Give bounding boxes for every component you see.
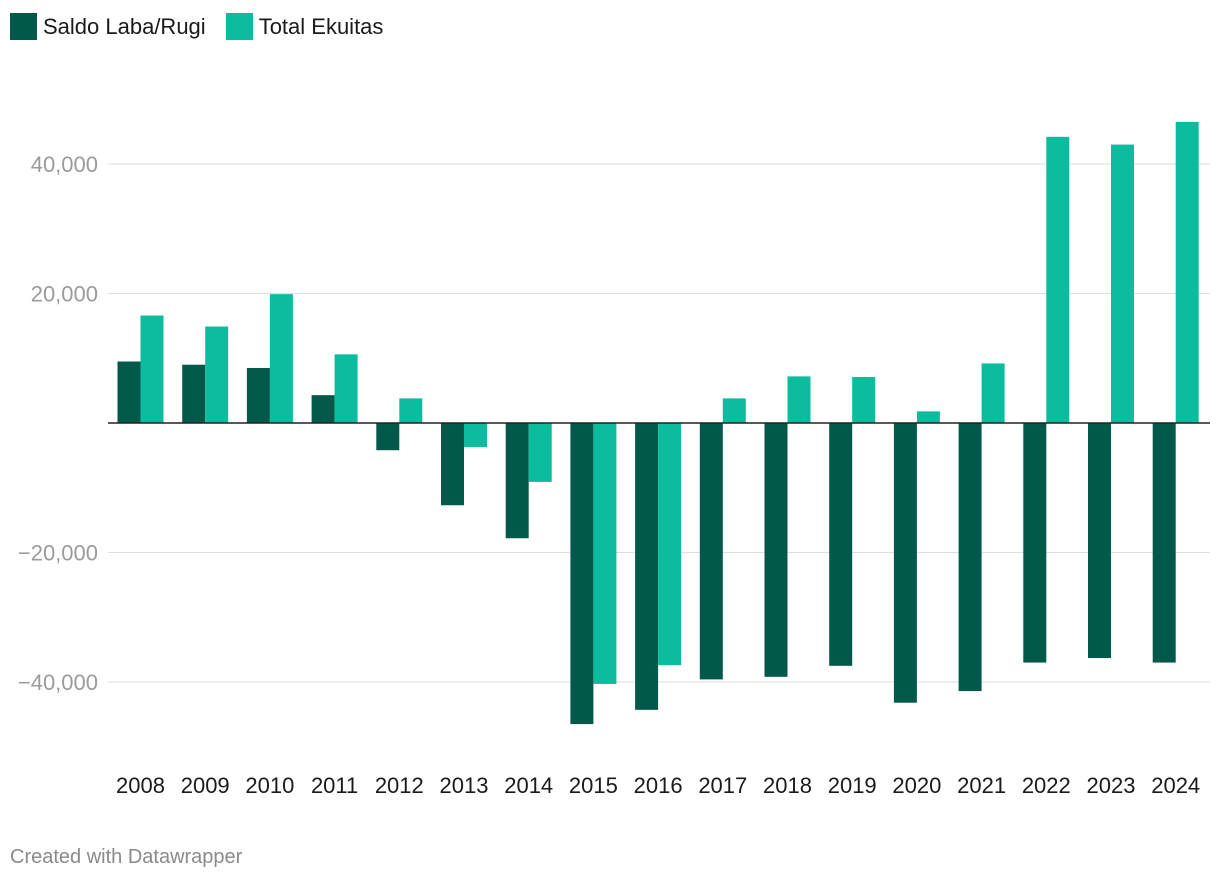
legend-item-saldo: Saldo Laba/Rugi [10, 13, 206, 40]
bar-ekuitas-2009 [205, 326, 229, 423]
bar-saldo-2010 [246, 367, 270, 423]
bar-ekuitas-2018 [787, 376, 811, 423]
x-tick-label: 2016 [634, 773, 683, 798]
legend-label-saldo: Saldo Laba/Rugi [43, 13, 206, 39]
bar-saldo-2014 [505, 423, 529, 539]
bar-saldo-2022 [1023, 423, 1047, 663]
bar-ekuitas-2015 [593, 423, 617, 684]
bar-ekuitas-2010 [269, 294, 293, 423]
legend-swatch-saldo [10, 13, 37, 40]
chart-legend: Saldo Laba/Rugi Total Ekuitas [10, 13, 383, 40]
bar-ekuitas-2014 [528, 423, 552, 482]
bar-saldo-2009 [182, 364, 206, 423]
y-tick-label: 20,000 [31, 282, 98, 307]
bar-ekuitas-2024 [1175, 121, 1199, 423]
bar-saldo-2015 [570, 423, 594, 725]
axes: 40,000 20,000 −20,000 −40,000 2008 2009 2010 20… [18, 152, 1210, 798]
bar-ekuitas-2021 [981, 363, 1005, 423]
bar-ekuitas-2022 [1046, 136, 1070, 423]
bar-saldo-2013 [441, 423, 464, 506]
bar-ekuitas-2019 [852, 377, 876, 423]
x-tick-label: 2014 [504, 773, 553, 798]
bar-saldo-2021 [958, 423, 982, 692]
y-tick-label: 40,000 [31, 152, 98, 177]
bar-ekuitas-2008 [140, 315, 164, 423]
x-tick-label: 2023 [1087, 773, 1136, 798]
bar-saldo-2008 [117, 361, 141, 423]
x-tick-label: 2018 [763, 773, 812, 798]
legend-label-ekuitas: Total Ekuitas [258, 13, 384, 39]
bar-ekuitas-2023 [1111, 144, 1134, 423]
bar-saldo-2019 [829, 423, 853, 666]
bar-saldo-2023 [1088, 423, 1111, 659]
bars [117, 121, 1199, 725]
bar-saldo-2016 [635, 423, 659, 710]
x-tick-label: 2021 [957, 773, 1006, 798]
x-tick-label: 2011 [311, 773, 358, 798]
bar-ekuitas-2013 [464, 423, 487, 447]
x-tick-label: 2019 [828, 773, 877, 798]
x-tick-label: 2015 [569, 773, 618, 798]
x-tick-label: 2009 [181, 773, 230, 798]
bar-ekuitas-2012 [399, 398, 423, 423]
bar-saldo-2020 [893, 423, 917, 703]
footer-credit: Created with Datawrapper [10, 846, 243, 868]
bar-ekuitas-2020 [916, 411, 940, 423]
x-tick-label: 2012 [375, 773, 424, 798]
bar-ekuitas-2016 [658, 423, 682, 666]
bar-saldo-2012 [376, 423, 400, 451]
x-tick-label: 2013 [440, 773, 489, 798]
bar-saldo-2024 [1152, 423, 1176, 663]
x-tick-label: 2017 [698, 773, 747, 798]
legend-swatch-ekuitas [225, 13, 253, 40]
bar-saldo-2011 [311, 395, 335, 423]
x-tick-label: 2020 [892, 773, 941, 798]
y-tick-label: −20,000 [18, 541, 98, 566]
x-tick-label: 2024 [1151, 773, 1200, 798]
x-tick-label: 2010 [245, 773, 294, 798]
bar-ekuitas-2017 [722, 398, 746, 423]
x-tick-label: 2008 [116, 773, 165, 798]
bar-ekuitas-2011 [334, 354, 358, 423]
x-tick-label: 2022 [1022, 773, 1071, 798]
y-tick-label: −40,000 [18, 670, 98, 695]
bar-saldo-2018 [764, 423, 788, 677]
legend-item-ekuitas: Total Ekuitas [225, 13, 384, 40]
bar-saldo-2017 [699, 423, 723, 680]
